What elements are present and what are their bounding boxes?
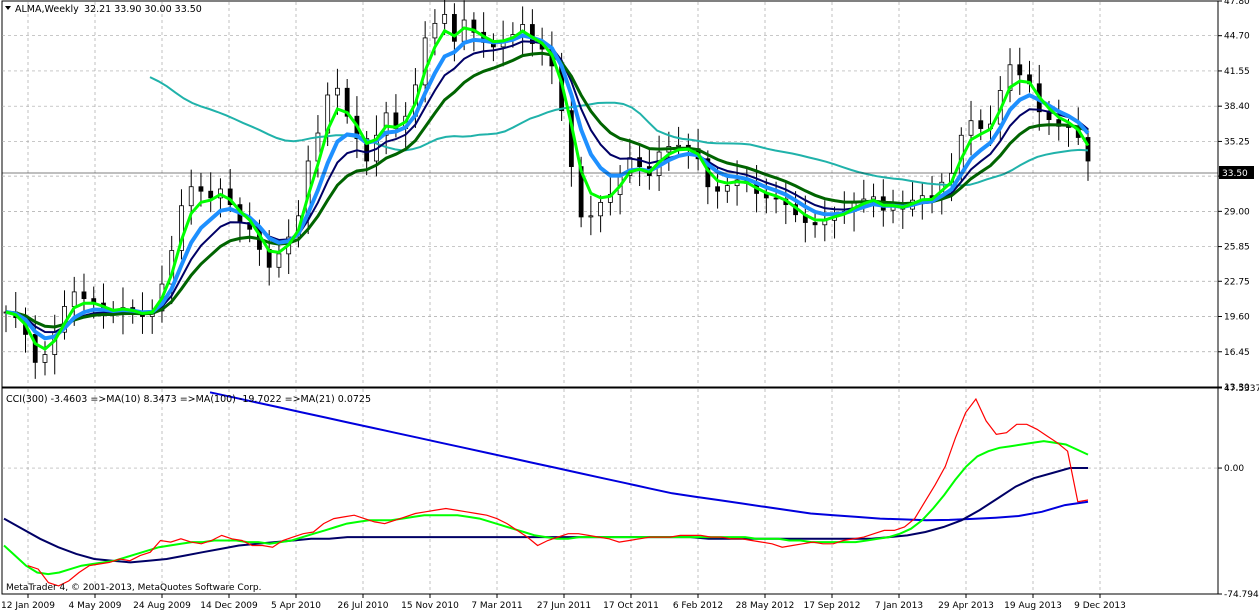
indicator-tick-label: -74.7946: [1224, 590, 1259, 600]
candle-body: [1017, 64, 1023, 76]
indicator-tick-label: 0.00: [1224, 464, 1244, 474]
candle-body: [179, 205, 184, 251]
candle-body: [715, 186, 720, 192]
candle-body: [432, 22, 438, 39]
date-tick-label: 4 May 2009: [69, 601, 122, 611]
candle-body: [364, 138, 370, 162]
candle-body: [335, 87, 340, 96]
indicator-tick-label: 47.5337: [1224, 384, 1259, 394]
copyright-text: MetaTrader 4, © 2001-2013, MetaQuotes So…: [6, 583, 262, 593]
date-tick-label: 12 Jan 2009: [1, 601, 55, 611]
candle-body: [208, 190, 214, 199]
candle-body: [1085, 137, 1091, 162]
candle-body: [676, 144, 681, 147]
series-layer: [3, 0, 1091, 379]
date-tick-label: 27 Jun 2011: [537, 601, 591, 611]
candle-body: [188, 186, 194, 207]
date-tick-label: 7 Mar 2011: [471, 601, 522, 611]
date-tick-label: 29 Apr 2013: [938, 601, 994, 611]
date-tick-label: 19 Aug 2013: [1004, 601, 1062, 611]
candle-body: [471, 19, 477, 33]
price-panel-frame[interactable]: [1, 0, 1219, 388]
candle-body: [227, 188, 233, 206]
current-price-label: 33.50: [1222, 169, 1248, 179]
indicator-panel-frame[interactable]: [1, 387, 1219, 595]
candle-body: [198, 186, 204, 192]
chart-title: ALMA,Weekly: [15, 4, 79, 15]
candle-body: [344, 87, 350, 117]
date-tick-label: 15 Nov 2010: [401, 601, 459, 611]
indicator-layer: [3, 391, 1089, 587]
price-tick-label: 22.75: [1224, 277, 1250, 287]
candle-body: [276, 253, 282, 268]
ma-dark-green-line: [5, 51, 1089, 329]
price-tick-label: 41.55: [1224, 67, 1250, 77]
cci-ma100-line: [209, 391, 1089, 522]
date-tick-label: 17 Oct 2011: [603, 601, 659, 611]
date-tick-label: 17 Sep 2012: [803, 601, 860, 611]
date-tick-label: 5 Apr 2010: [271, 601, 321, 611]
price-tick-label: 13.30: [1224, 383, 1250, 393]
price-tick-label: 16.45: [1224, 348, 1250, 358]
candle-body: [422, 37, 428, 86]
candle-body: [637, 157, 643, 167]
date-tick-label: 14 Dec 2009: [200, 601, 258, 611]
candle-body: [42, 354, 48, 363]
candle-body: [588, 215, 594, 218]
current-price-box: [1219, 166, 1254, 179]
date-tick-label: 26 Jul 2010: [338, 601, 389, 611]
cci-line: [27, 397, 1089, 587]
price-tick-label: 19.60: [1224, 313, 1250, 323]
candle-body: [451, 14, 457, 42]
candle-body: [978, 120, 984, 129]
chart-menu-triangle-icon[interactable]: [5, 6, 11, 10]
candle-body: [598, 201, 604, 217]
candle-body: [81, 291, 87, 300]
date-tick-label: 24 Aug 2009: [133, 601, 191, 611]
cci-ma10-line: [3, 440, 1089, 576]
price-tick-label: 44.70: [1224, 32, 1250, 42]
price-tick-label: 38.40: [1224, 102, 1250, 112]
candle-body: [724, 185, 730, 192]
price-tick-label: 25.85: [1224, 243, 1250, 253]
candle-body: [529, 24, 535, 44]
chart-ohlc: 32.21 33.90 30.00 33.50: [84, 4, 202, 15]
candle-body: [968, 120, 974, 136]
ma-teal-line: [149, 76, 1089, 187]
date-tick-label: 9 Dec 2013: [1074, 601, 1126, 611]
candle-body: [812, 222, 818, 226]
indicator-label: CCI(300) -3.4603 =>MA(10) 8.3473 =>MA(10…: [6, 394, 371, 405]
candle-body: [442, 14, 448, 24]
candle-body: [71, 291, 77, 307]
date-tick-label: 7 Jan 2013: [875, 601, 923, 611]
alma-green-line: [5, 26, 1090, 351]
price-tick-label: 47.80: [1224, 0, 1250, 7]
price-tick-label: 29.00: [1224, 207, 1250, 217]
price-tick-label: 35.25: [1224, 137, 1250, 147]
candle-body: [32, 334, 38, 363]
date-tick-label: 28 May 2012: [736, 601, 795, 611]
date-tick-label: 6 Feb 2012: [673, 601, 723, 611]
